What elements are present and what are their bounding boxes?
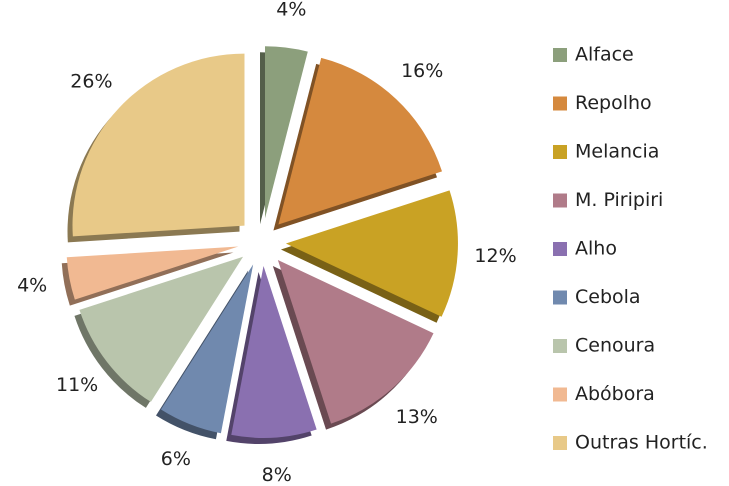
slice (66, 246, 239, 300)
legend-label: Outras Hortíc. (575, 432, 708, 454)
legend-swatch (553, 145, 567, 159)
slice (285, 190, 458, 317)
data-label: 6% (161, 448, 191, 470)
legend-label: M. Piripiri (575, 189, 663, 211)
legend-swatch (553, 242, 567, 256)
slice (79, 256, 244, 402)
data-label: 16% (401, 60, 443, 82)
slice (277, 260, 434, 424)
data-label: 12% (474, 245, 516, 267)
legend-swatch (553, 387, 567, 402)
legend-swatch (553, 96, 567, 111)
legend-label: Alface (575, 44, 634, 66)
legend-label: Melancia (575, 141, 659, 163)
legend-label: Cebola (575, 286, 641, 308)
legend-swatch (553, 436, 567, 450)
legend-label: Abóbora (575, 383, 655, 405)
slice (278, 57, 443, 225)
data-label: 26% (70, 70, 112, 92)
data-label: 13% (396, 406, 438, 428)
legend-swatch (553, 193, 567, 208)
slice (161, 264, 254, 434)
legend-label: Alho (575, 238, 617, 260)
slice (72, 53, 245, 237)
slice (265, 46, 308, 219)
legend-swatch (553, 290, 567, 305)
slice (231, 265, 317, 438)
legend-swatch (553, 48, 567, 62)
legend-label: Cenoura (575, 335, 655, 357)
data-label: 8% (262, 464, 292, 486)
data-label: 11% (56, 374, 98, 396)
legend-swatch (553, 339, 567, 353)
legend-label: Repolho (575, 92, 652, 114)
data-label: 4% (17, 274, 47, 296)
data-label: 4% (276, 0, 306, 20)
